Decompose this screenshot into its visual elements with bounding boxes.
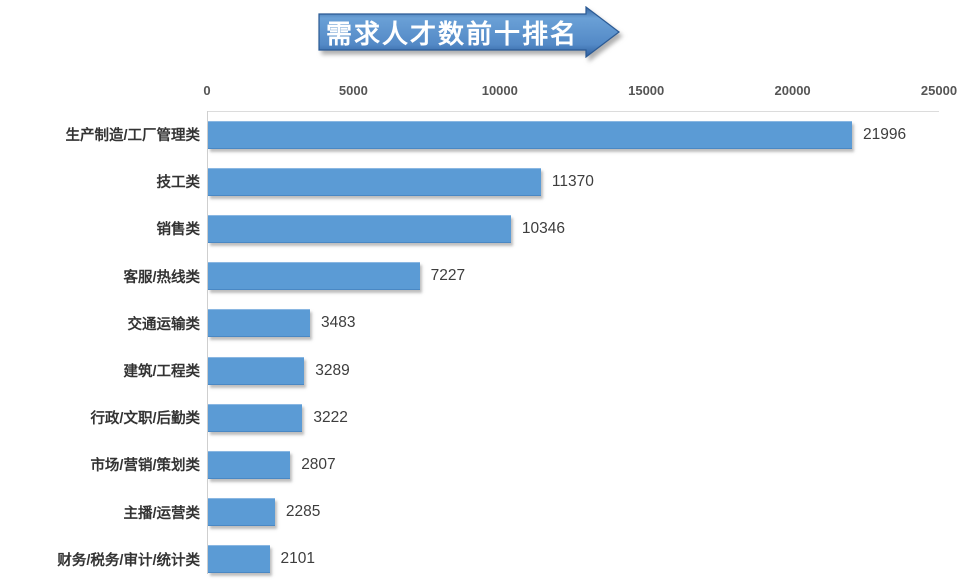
- bar-track: 3289: [208, 356, 976, 385]
- bar: [208, 545, 270, 574]
- bar-track: 7227: [208, 262, 976, 291]
- x-axis-tick-label: 10000: [481, 83, 518, 98]
- banner-arrow-shape: [318, 6, 620, 58]
- bar-track: 10346: [208, 214, 976, 243]
- bar-chart: 生产制造/工厂管理类 21996 技工类 11370 销售类 10346 客服/热线类 722…: [0, 111, 976, 583]
- category-label: 行政/文职/后勤类: [90, 411, 200, 428]
- category-label: 技工类: [156, 175, 201, 192]
- bar-row: 主播/运营类 2285: [0, 489, 976, 536]
- chart-title: 需求人才数前十排名: [325, 19, 578, 49]
- category-label: 生产制造/工厂管理类: [65, 128, 200, 145]
- bar-track: 11370: [208, 167, 976, 196]
- plot-top-border: [207, 111, 939, 112]
- value-label: 21996: [863, 125, 907, 143]
- x-axis-tick-label: 25000: [920, 83, 958, 98]
- bar: [208, 262, 420, 291]
- bar-track: 2807: [208, 450, 976, 479]
- value-label: 3289: [315, 361, 350, 379]
- bar: [208, 450, 291, 479]
- bar: [208, 309, 310, 338]
- value-label: 2285: [285, 503, 321, 521]
- bar: [208, 120, 853, 149]
- value-label: 11370: [551, 172, 594, 190]
- bar-track: 3222: [208, 403, 976, 432]
- bar-row: 生产制造/工厂管理类 21996: [0, 111, 976, 158]
- x-axis-tick-label: 5000: [338, 83, 368, 98]
- bar-row: 交通运输类 3483: [0, 300, 976, 347]
- category-label: 财务/税务/审计/统计类: [57, 552, 200, 569]
- category-label: 销售类: [156, 222, 201, 239]
- chart-title-banner: 需求人才数前十排名: [318, 6, 620, 58]
- bar-row: 销售类 10346: [0, 205, 976, 252]
- bar: [208, 356, 305, 385]
- bar-row: 客服/热线类 7227: [0, 253, 976, 300]
- bar-row: 技工类 11370: [0, 158, 976, 205]
- bar-row: 行政/文职/后勤类 3222: [0, 394, 976, 441]
- x-axis: 0 5000 10000 15000 20000 25000: [203, 83, 957, 101]
- bar-row: 市场/营销/策划类 2807: [0, 441, 976, 488]
- bar: [208, 403, 303, 432]
- bar: [208, 214, 511, 243]
- value-label: 2101: [280, 550, 315, 568]
- x-axis-tick-label: 15000: [628, 83, 665, 98]
- category-label: 客服/热线类: [123, 269, 200, 286]
- bar: [208, 498, 275, 527]
- bar-row: 建筑/工程类 3289: [0, 347, 976, 394]
- bar-track: 2101: [208, 545, 976, 574]
- category-label: 主播/运营类: [123, 505, 200, 522]
- bar-track: 21996: [208, 120, 976, 149]
- bar-row: 财务/税务/审计/统计类 2101: [0, 536, 976, 583]
- category-label: 市场/营销/策划类: [90, 458, 200, 475]
- bar: [208, 167, 541, 196]
- value-label: 10346: [521, 219, 566, 237]
- x-axis-tick-label: 0: [203, 83, 211, 98]
- x-axis-tick-label: 20000: [774, 83, 811, 98]
- value-label: 2807: [301, 455, 336, 473]
- y-axis-line: [207, 111, 208, 574]
- value-label: 7227: [430, 267, 466, 285]
- bar-track: 3483: [208, 309, 976, 338]
- category-label: 建筑/工程类: [123, 364, 200, 381]
- category-label: 交通运输类: [127, 316, 201, 333]
- value-label: 3222: [313, 408, 348, 426]
- bar-track: 2285: [208, 498, 976, 527]
- value-label: 3483: [320, 314, 356, 332]
